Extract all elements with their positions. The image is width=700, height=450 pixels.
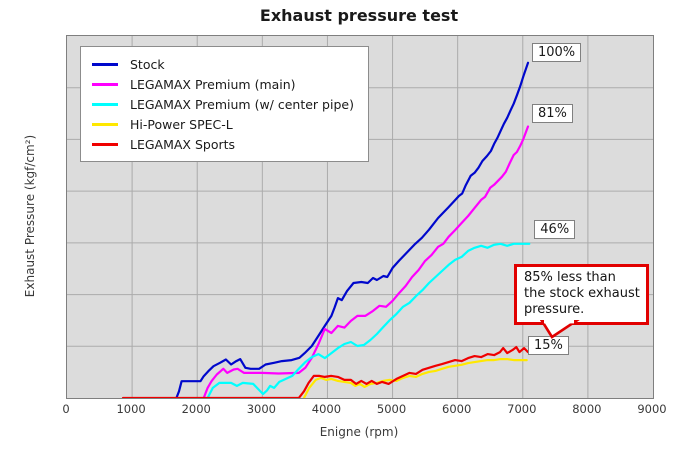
x-tick-label: 0: [62, 402, 70, 416]
legend-item: Stock: [92, 54, 354, 74]
legend-line-swatch: [92, 62, 118, 66]
pct-annotation-81: 81%: [531, 103, 573, 123]
x-tick-label: 2000: [181, 402, 211, 416]
legend-label: Hi-Power SPEC-L: [130, 116, 233, 132]
legend-line-swatch: [92, 122, 118, 126]
x-tick-label: 5000: [376, 402, 407, 416]
x-tick-label: 9000: [637, 402, 667, 416]
pct-annotation-15: 15%: [527, 335, 569, 355]
x-tick-label: 8000: [572, 402, 602, 416]
x-axis-label: Enigne (rpm): [319, 425, 399, 439]
legend-line-swatch: [92, 82, 118, 86]
legend-label: LEGAMAX Sports: [130, 136, 236, 152]
x-tick-label: 1000: [116, 402, 146, 416]
legend-line-swatch: [92, 102, 118, 106]
pct-annotation-46: 46%: [534, 219, 576, 239]
legend-item: LEGAMAX Premium (main): [92, 74, 354, 94]
series-line-hi-power-spec-l: [302, 358, 528, 398]
legend-item: Hi-Power SPEC-L: [92, 114, 354, 134]
legend-label: LEGAMAX Premium (w/ center pipe): [130, 96, 354, 112]
series-line-legamax-premium-main: [202, 125, 530, 398]
legend-label: LEGAMAX Premium (main): [130, 76, 296, 92]
chart-title: Exhaust pressure test: [259, 6, 459, 25]
x-tick-label: 6000: [442, 402, 472, 416]
legend-line-swatch: [92, 142, 118, 146]
series-line-stock: [175, 61, 530, 398]
legend: Stock LEGAMAX Premium (main) LEGAMAX Premi…: [80, 46, 369, 162]
legend-item: LEGAMAX Sports: [92, 134, 354, 154]
callout-box: 85% less than the stock exhaust pressure…: [514, 264, 649, 325]
x-tick-label: 3000: [246, 402, 276, 416]
legend-item: LEGAMAX Premium (w/ center pipe): [92, 94, 354, 114]
x-tick-label: 4000: [311, 402, 342, 416]
plot-area: Stock LEGAMAX Premium (main) LEGAMAX Premi…: [66, 35, 654, 399]
pct-annotation-100: 100%: [531, 42, 582, 62]
series-line-legamax-sports: [121, 346, 530, 398]
callout-tail: [540, 320, 580, 339]
series-line-legamax-premium-w-center-pipe: [206, 242, 531, 398]
legend-label: Stock: [130, 56, 165, 72]
x-tick-label: 7000: [507, 402, 537, 416]
y-axis-label: Exhaust Pressure (kgf/cm²): [23, 134, 37, 298]
